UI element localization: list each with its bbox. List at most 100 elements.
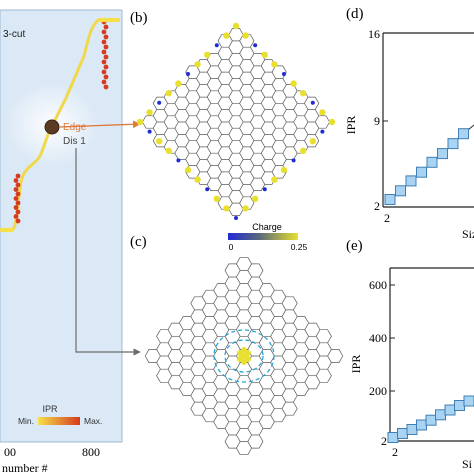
edge-charge xyxy=(146,109,153,116)
a-tick-0: 00 xyxy=(4,445,16,459)
charge-colorbar xyxy=(228,233,298,240)
d-ytick-16: 16 xyxy=(368,27,380,41)
panel-b-label: (b) xyxy=(130,10,148,26)
edge-charge xyxy=(242,205,249,212)
panel-d-label: (d) xyxy=(346,6,364,22)
spectrum-point xyxy=(15,200,21,206)
spectrum-points xyxy=(0,17,120,233)
edge-charge xyxy=(271,61,278,68)
data-point xyxy=(395,185,406,197)
edge-charge xyxy=(261,51,268,58)
charge-max-label: 0.25 xyxy=(291,242,308,252)
e-series xyxy=(387,395,474,443)
edge-charge xyxy=(262,187,267,192)
data-point xyxy=(454,400,465,411)
data-point xyxy=(444,404,456,416)
spectrum-point xyxy=(103,44,109,50)
edge-charge xyxy=(252,195,259,202)
edge-charge xyxy=(213,195,220,202)
edge-charge xyxy=(157,100,162,105)
edge-charge xyxy=(290,80,297,87)
panel-c-label: (c) xyxy=(130,234,147,250)
data-point xyxy=(435,409,446,421)
lattice-b xyxy=(141,28,331,216)
edge-charges xyxy=(136,22,336,220)
edge-charge xyxy=(156,138,163,145)
cut-label: 3-cut xyxy=(3,29,25,40)
spectrum-point xyxy=(103,24,109,30)
edge-charge xyxy=(320,129,325,134)
spectrum-point xyxy=(101,79,107,85)
charge-min-label: 0 xyxy=(229,242,234,252)
edge-charge xyxy=(205,187,210,192)
charge-colorbar-title: Charge xyxy=(252,222,282,232)
spectrum-point xyxy=(103,54,109,60)
center-charge xyxy=(241,359,247,365)
data-point xyxy=(405,175,417,187)
spectrum-point xyxy=(13,187,19,192)
ipr-colorbar xyxy=(38,417,80,425)
edge-charge xyxy=(309,138,316,145)
edge-charge xyxy=(232,22,240,30)
spectrum-point xyxy=(15,218,21,224)
spectrum-point xyxy=(15,209,21,215)
spectrum-point xyxy=(103,84,109,90)
d-xlabel: Siz xyxy=(462,227,474,241)
e-ytick-200: 200 xyxy=(369,384,387,398)
data-point xyxy=(426,156,438,168)
dislocation-charges xyxy=(237,347,251,365)
edge-charge xyxy=(204,51,211,58)
lattice-c xyxy=(144,256,344,456)
edge-charge xyxy=(223,205,230,212)
ipr-max-label: Max. xyxy=(84,416,102,426)
data-point xyxy=(387,432,399,443)
edge-charge xyxy=(223,32,230,39)
spectrum-point xyxy=(101,69,107,75)
spectrum-point xyxy=(103,34,109,40)
e-ylabel: IPR xyxy=(349,355,363,374)
edge-charge xyxy=(194,61,201,68)
edge-arrow xyxy=(59,120,141,129)
spectrum-point xyxy=(9,227,15,233)
edge-state-marker xyxy=(44,119,60,135)
lattice-mesh xyxy=(144,256,344,456)
data-point xyxy=(458,128,469,140)
data-point xyxy=(397,428,408,439)
panel-d: (d) 16 9 2 IPR 2 Siz xyxy=(344,6,474,241)
edge-charge xyxy=(271,176,278,183)
edge-charge xyxy=(300,90,307,97)
spectrum-point xyxy=(103,74,109,80)
edge-charge xyxy=(280,166,288,174)
spectrum-point xyxy=(13,178,19,183)
ipr-colorbar-title: IPR xyxy=(42,404,58,414)
spectrum-point xyxy=(15,173,21,179)
a-tick-1: 800 xyxy=(82,445,100,459)
edge-charge xyxy=(253,43,258,48)
edge-charge xyxy=(310,100,315,105)
d-series xyxy=(384,124,474,205)
spectrum-point xyxy=(101,49,107,55)
e-xlabel: Si xyxy=(462,457,473,471)
edge-charge xyxy=(186,72,190,76)
spectrum-point xyxy=(13,196,19,201)
center-charge xyxy=(241,347,247,353)
edge-charge xyxy=(184,166,192,174)
spectrum-point xyxy=(101,29,107,35)
edge-charge xyxy=(282,72,286,76)
center-charge xyxy=(241,353,247,359)
d-ylabel: IPR xyxy=(344,116,358,135)
panel-e: (e) 600 400 200 2 IPR 2 Si xyxy=(346,238,474,471)
data-point xyxy=(406,424,418,435)
e-ytick-2: 2 xyxy=(381,434,387,448)
edge-charge xyxy=(319,109,326,116)
e-ytick-400: 400 xyxy=(369,331,387,345)
d-ytick-2: 2 xyxy=(374,199,380,213)
spectrum-point xyxy=(13,214,19,219)
edge-charge xyxy=(136,118,144,126)
e-ytick-600: 600 xyxy=(369,278,387,292)
panel-c: (c) xyxy=(130,234,344,456)
edge-charge xyxy=(194,176,201,183)
data-point xyxy=(463,395,474,407)
inner-dashed-ring xyxy=(224,339,264,373)
